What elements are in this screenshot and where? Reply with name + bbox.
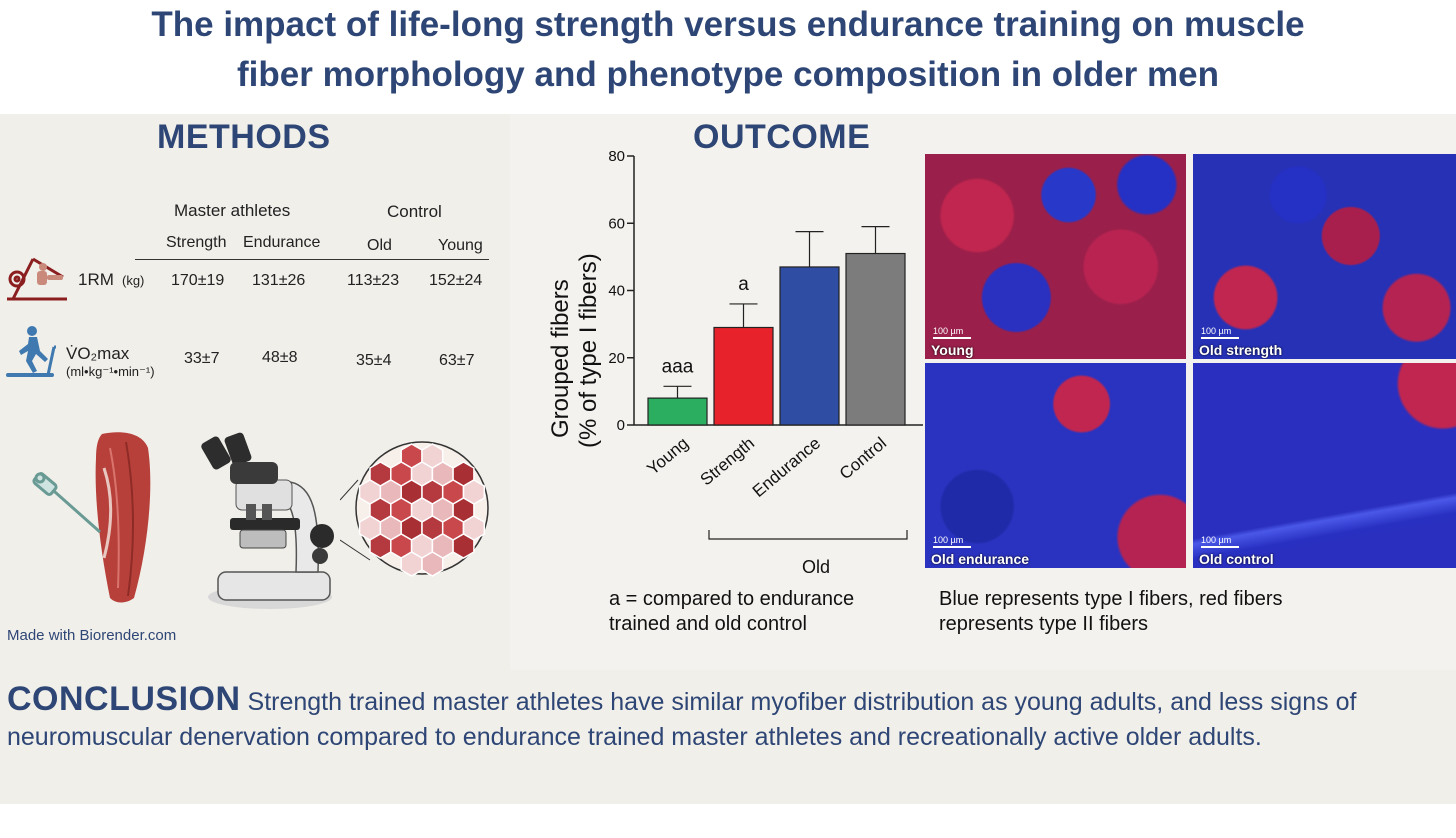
scale-label-old-strength: 100 µm bbox=[1201, 326, 1232, 336]
micrograph-label-old-strength: Old strength bbox=[1199, 342, 1283, 358]
bar-young bbox=[647, 397, 708, 426]
cell-1rm-endurance: 131±26 bbox=[252, 272, 306, 289]
title-line-1: The impact of life-long strength versus … bbox=[151, 5, 1305, 44]
bar-strength bbox=[713, 326, 774, 426]
col-header-young: Young bbox=[438, 237, 483, 254]
microscope-illustration bbox=[201, 432, 334, 609]
error-bar-control bbox=[861, 226, 890, 254]
scale-label-young: 100 µm bbox=[933, 326, 964, 336]
treadmill-runner-icon bbox=[6, 326, 56, 377]
y-tick-label: 0 bbox=[617, 417, 625, 434]
y-tick-label: 40 bbox=[608, 283, 625, 300]
cell-1rm-old: 113±23 bbox=[347, 272, 400, 289]
scale-label-old-control: 100 µm bbox=[1201, 535, 1232, 545]
muscle-fiber-hexagon bbox=[369, 533, 392, 559]
group-header-control: Control bbox=[387, 202, 442, 221]
row-label-1rm: 1RM bbox=[78, 270, 114, 289]
leg-press-icon bbox=[7, 257, 67, 301]
muscle-fiber-hexagon bbox=[400, 551, 423, 577]
color-legend-line-1: Blue represents type I fibers, red fiber… bbox=[939, 588, 1283, 610]
col-header-endurance: Endurance bbox=[243, 234, 321, 251]
significance-caption: a = compared to endurance trained and ol… bbox=[609, 587, 854, 637]
significance-caption-line-2: trained and old control bbox=[609, 613, 807, 635]
bar-control bbox=[845, 252, 906, 426]
y-tick-label: 80 bbox=[608, 148, 625, 165]
conclusion-text: Strength trained master athletes have si… bbox=[7, 688, 1357, 751]
muscle-biopsy-illustration bbox=[32, 432, 151, 603]
group-bracket bbox=[708, 530, 908, 540]
significance-annotation: aaa bbox=[662, 356, 694, 377]
muscle-fiber-hexagon bbox=[452, 533, 475, 559]
group-bracket-label: Old bbox=[802, 557, 830, 577]
poster-title: The impact of life-long strength versus … bbox=[0, 0, 1456, 112]
micrograph-label-old-control: Old control bbox=[1199, 551, 1274, 567]
conclusion-heading: CONCLUSION bbox=[7, 680, 241, 718]
significance-caption-line-1: a = compared to endurance bbox=[609, 588, 855, 610]
micrograph-label-young: Young bbox=[931, 342, 974, 358]
cell-vo2-endurance: 48±8 bbox=[262, 349, 298, 366]
y-axis-label-1: Grouped fibers bbox=[547, 279, 574, 438]
significance-annotation: a bbox=[738, 274, 749, 295]
color-legend-caption: Blue represents type I fibers, red fiber… bbox=[939, 587, 1283, 637]
error-bar-endurance bbox=[795, 231, 824, 267]
cell-1rm-strength: 170±19 bbox=[171, 272, 225, 289]
fiber-crosssection-zoom bbox=[340, 441, 489, 577]
scale-label-old-endurance: 100 µm bbox=[933, 535, 964, 545]
col-header-strength: Strength bbox=[166, 234, 227, 251]
x-tick-label: Young bbox=[643, 434, 692, 479]
x-tick-label: Endurance bbox=[749, 434, 824, 501]
cell-vo2-strength: 33±7 bbox=[184, 350, 220, 367]
conclusion-panel bbox=[0, 670, 1456, 804]
cell-vo2-young: 63±7 bbox=[439, 352, 475, 369]
error-bar-young bbox=[663, 385, 692, 399]
micrograph-old-endurance: 100 µm Old endurance bbox=[925, 363, 1186, 568]
y-axis-label-2: (% of type I fibers) bbox=[575, 253, 602, 448]
bar-endurance bbox=[779, 266, 840, 426]
cell-vo2-old: 35±4 bbox=[356, 352, 392, 369]
row-unit-1rm: (kg) bbox=[122, 273, 145, 288]
y-tick-label: 60 bbox=[608, 215, 625, 232]
y-tick-label: 20 bbox=[608, 350, 625, 367]
biorender-credit: Made with Biorender.com bbox=[7, 627, 177, 644]
title-line-2: fiber morphology and phenotype compositi… bbox=[237, 55, 1219, 94]
micrograph-young: 100 µm Young bbox=[925, 154, 1186, 359]
grouped-fibers-bar-chart: Grouped fibers (% of type I fibers) 0 20 4… bbox=[547, 148, 923, 577]
micrograph-old-strength: 100 µm Old strength bbox=[1193, 154, 1456, 359]
micrograph-old-control: 100 µm Old control bbox=[1193, 363, 1456, 568]
x-tick-label: Strength bbox=[697, 434, 758, 490]
row-label-vo2max: V̇O₂max bbox=[66, 344, 130, 363]
x-tick-label: Control bbox=[836, 434, 890, 484]
muscle-fiber-hexagon bbox=[421, 551, 444, 577]
row-unit-vo2max: (ml•kg⁻¹•min⁻¹) bbox=[66, 364, 155, 379]
color-legend-line-2: represents type II fibers bbox=[939, 613, 1148, 635]
conclusion-block: CONCLUSION Strength trained master athle… bbox=[7, 682, 1447, 755]
methods-heading: METHODS bbox=[157, 118, 331, 156]
table-rule bbox=[135, 259, 489, 260]
outcome-heading: OUTCOME bbox=[693, 118, 871, 156]
cell-1rm-young: 152±24 bbox=[429, 272, 483, 289]
group-header-master: Master athletes bbox=[174, 201, 291, 220]
col-header-old: Old bbox=[367, 237, 392, 254]
error-bar-strength bbox=[729, 303, 758, 328]
micrograph-label-old-endurance: Old endurance bbox=[931, 551, 1030, 567]
